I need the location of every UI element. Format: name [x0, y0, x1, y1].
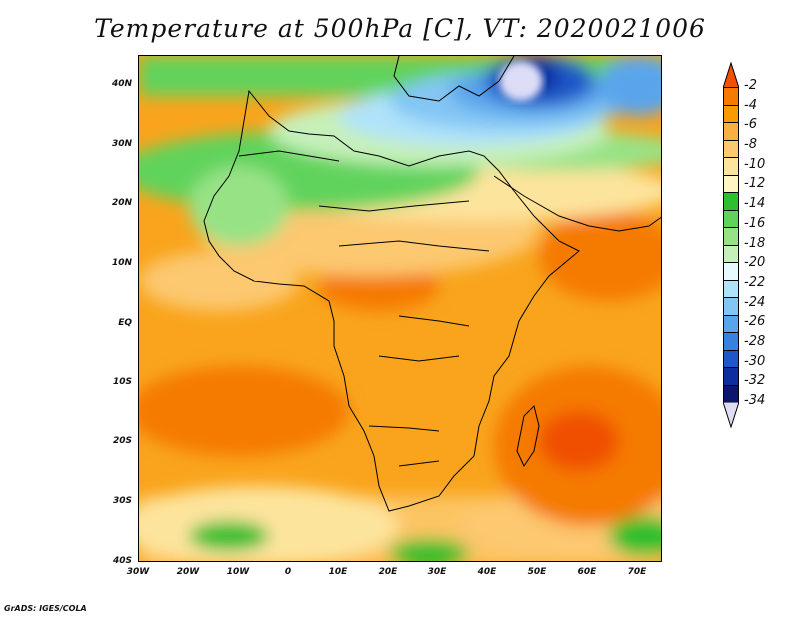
lon-label: 30W	[126, 567, 150, 577]
colorbar-swatch	[723, 192, 739, 211]
cold-core	[499, 61, 543, 101]
colorbar-label: -14	[744, 196, 766, 212]
temperature-field	[139, 56, 661, 561]
colorbar-swatch	[723, 174, 739, 193]
colorbar-swatch	[723, 367, 739, 386]
colorbar-swatch	[723, 314, 739, 333]
europe-coast	[393, 56, 515, 102]
colorbar-label: -2	[744, 78, 757, 93]
colorbar-label: -8	[744, 137, 757, 153]
lon-label: 60E	[577, 567, 597, 577]
colorbar-swatch	[723, 227, 739, 246]
colorbar-label: -30	[744, 353, 766, 369]
colorbar-label: -6	[744, 117, 757, 133]
lon-label: 10E	[328, 567, 348, 577]
colorbar-label: -16	[744, 215, 766, 231]
colorbar-swatch	[723, 262, 739, 281]
lat-label: 20S	[112, 436, 132, 446]
lat-label: EQ	[118, 318, 132, 328]
colorbar-label: -32	[744, 373, 766, 389]
colorbar-swatch	[723, 104, 739, 123]
colorbar-swatch	[723, 87, 739, 106]
lon-label: 20W	[176, 567, 200, 577]
map-canvas	[139, 56, 661, 561]
lat-label: 40N	[111, 79, 132, 89]
colorbar-label: -18	[744, 235, 766, 251]
lon-label: 20E	[378, 567, 398, 577]
colorbar-swatch	[723, 139, 739, 158]
country-borders	[238, 150, 490, 467]
madagascar	[516, 405, 540, 468]
arabia-coast	[493, 175, 661, 232]
colorbar-label: -22	[744, 274, 766, 290]
colorbar-swatch	[723, 244, 739, 263]
colorbar-label: -26	[744, 314, 766, 330]
colorbar-swatch	[723, 332, 739, 351]
colorbar-label: -24	[744, 294, 766, 310]
colorbar-swatch	[723, 157, 739, 176]
colorbar-swatch	[723, 297, 739, 316]
colorbar-label: -20	[744, 255, 766, 271]
lat-label: 30N	[111, 139, 132, 149]
colorbar-swatch	[723, 209, 739, 228]
colorbar-label: -12	[744, 176, 766, 192]
lat-label: 40S	[112, 556, 132, 566]
lon-label: 40E	[477, 567, 497, 577]
colorbar-label: -10	[744, 156, 766, 172]
colorbar-swatch	[723, 279, 739, 298]
map-title: Temperature at 500hPa [C], VT: 202002100…	[94, 14, 706, 43]
coastlines	[203, 56, 661, 512]
lon-label: 0	[284, 567, 292, 577]
lon-label: 50E	[527, 567, 547, 577]
colorbar-label: -4	[744, 97, 757, 113]
credit-text: GrADS: IGES/COLA	[4, 604, 87, 613]
colorbar-label: -34	[744, 393, 766, 408]
lat-label: 10S	[112, 377, 132, 387]
lon-label: 10W	[226, 567, 250, 577]
colorbar-swatch	[723, 122, 739, 141]
lat-label: 20N	[111, 198, 132, 208]
lon-label: 70E	[627, 567, 647, 577]
lon-label: 30E	[427, 567, 447, 577]
africa-coastline	[203, 89, 580, 512]
temperature-map	[138, 55, 662, 562]
colorbar-swatch	[723, 384, 739, 403]
colorbar-top-arrow	[723, 62, 739, 88]
colorbar-bottom-arrow	[723, 402, 739, 428]
lat-label: 30S	[112, 496, 132, 506]
lat-label: 10N	[111, 258, 132, 268]
colorbar-swatch	[723, 349, 739, 368]
colorbar-label: -28	[744, 333, 766, 349]
